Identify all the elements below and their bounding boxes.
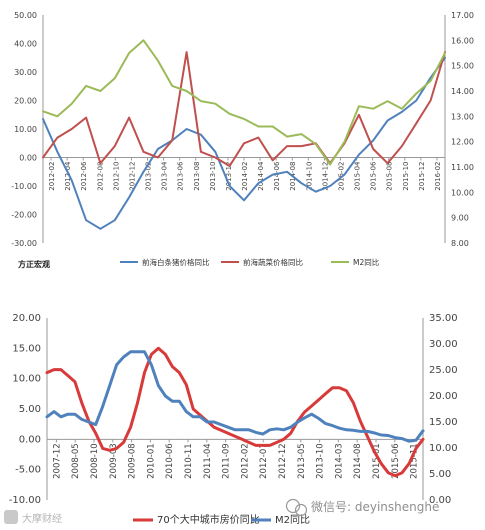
- x-tick-label: 2016-02: [434, 162, 442, 191]
- x-tick-label: 2014-08: [353, 443, 363, 479]
- chart-1: -30.00 -20.00 -10.00 0.00 10.00 20.00 30.00 40.…: [11, 11, 474, 269]
- y-right-tick-label: 17.00: [451, 11, 474, 20]
- y-left-tick-label: 5.00: [19, 404, 41, 415]
- y-right-tick-label: 15.00: [451, 62, 474, 71]
- x-tick-label: 2012-02: [48, 162, 56, 191]
- x-tick-label: 2013-08: [193, 162, 201, 191]
- legend-label-1: 70个大中城市房价同比: [157, 513, 260, 526]
- x-tick-label: 2013-05: [297, 443, 307, 479]
- y-right-tick-label: 12.00: [451, 138, 474, 147]
- x-tick-label: 2013-10: [316, 443, 326, 479]
- y-right-tick-label: 11.00: [451, 163, 474, 172]
- x-tick-label: 2008-10: [90, 443, 100, 479]
- series-line-2: [45, 350, 425, 443]
- x-tick-label: 2007-12: [52, 443, 62, 479]
- y-left-tick-label: 15.00: [12, 343, 41, 354]
- x-tick-label: 2011-09: [222, 443, 232, 479]
- y-right-tick-label: 10.00: [429, 443, 458, 454]
- x-tick-label: 2015-01: [372, 443, 382, 479]
- x-tick-label: 2013-10: [209, 162, 217, 191]
- x-tick-label: 2012-07: [259, 443, 269, 479]
- y-left-tick-label: 40.00: [14, 40, 37, 49]
- x-tick-label: 2015-06: [391, 443, 401, 479]
- y-right-tick-label: 5.00: [429, 469, 451, 480]
- y-left-tick-label: 30.00: [14, 68, 37, 77]
- legend-label-2: 前海蔬菜价格同比: [243, 257, 303, 267]
- y-left-tick-label: 10.00: [14, 125, 37, 134]
- y-left-tick-label: -5.00: [15, 465, 41, 476]
- x-tick-label: 2010-01: [146, 443, 156, 479]
- y-left-tick-label: 10.00: [12, 374, 41, 385]
- y-left-tick-label: 50.00: [14, 11, 37, 20]
- corner-watermark: 大摩财经: [22, 512, 62, 525]
- y-right-tick-label: 20.00: [429, 391, 458, 402]
- x-tick-label: 2011-04: [203, 443, 213, 479]
- x-tick-label: 2012-12: [128, 162, 136, 191]
- x-tick-label: 2015-04: [354, 161, 362, 191]
- y-left-tick-label: -30.00: [11, 239, 37, 248]
- legend-label-2: M2同比: [275, 514, 310, 526]
- source-label: 方正宏观: [18, 259, 50, 269]
- x-tick-label: 2013-06: [177, 161, 185, 191]
- x-tick-label: 2014-12: [321, 162, 329, 191]
- x-tick-label: 2009-08: [128, 443, 138, 479]
- y-right-tick-label: 30.00: [429, 339, 458, 350]
- y-left-tick-label: 20.00: [12, 313, 41, 324]
- y-left-tick-label: 0.00: [19, 434, 41, 445]
- y-right-tick-label: 13.00: [451, 112, 474, 121]
- y-left-tick-label: -10.00: [9, 495, 41, 506]
- x-tick-label: 2014-04: [257, 161, 265, 191]
- legend-label-3: M2同比: [353, 257, 380, 267]
- x-tick-label: 2015-06: [370, 161, 378, 191]
- series-line-3: [42, 39, 446, 166]
- x-tick-label: 2012-10: [112, 162, 120, 191]
- y-right-tick-label: 10.00: [451, 188, 474, 197]
- x-tick-label: 2012-02: [240, 443, 250, 479]
- series-line-1: [42, 56, 446, 230]
- y-right-tick-label: 14.00: [451, 87, 474, 96]
- x-tick-label: 2015-12: [418, 162, 426, 191]
- y-right-tick-label: 0.00: [429, 495, 451, 506]
- series-line-1: [45, 346, 425, 478]
- wechat-id: 微信号: deyinshenghe: [311, 500, 439, 514]
- y-right-tick-label: 15.00: [429, 417, 458, 428]
- x-tick-label: 2012-08: [96, 162, 104, 191]
- x-tick-label: 2012-04: [64, 161, 72, 191]
- legend-label-1: 前海白条猪价格同比: [142, 257, 210, 267]
- watermark: 微信号: deyinshenghe 大摩财经: [4, 498, 439, 525]
- y-right-tick-label: 16.00: [451, 36, 474, 45]
- x-tick-label: 2015-11: [410, 443, 420, 479]
- x-tick-label: 2014-03: [334, 443, 344, 479]
- y-left-tick-label: 20.00: [14, 97, 37, 106]
- x-tick-label: 2010-11: [184, 443, 194, 479]
- x-tick-label: 2012-12: [278, 443, 288, 479]
- x-tick-label: 2010-06: [165, 443, 175, 479]
- chart-2: -10.00 -5.00 0.00 5.00 10.00 15.00 20.00 0.00 5.…: [9, 313, 458, 526]
- y-left-tick-label: 0.00: [19, 154, 37, 163]
- y-right-tick-label: 8.00: [451, 239, 469, 248]
- wechat-icon: [285, 498, 308, 517]
- y-left-tick-label: -10.00: [11, 182, 37, 191]
- x-tick-label: 2014-10: [305, 162, 313, 191]
- x-tick-label: 2014-06: [273, 161, 281, 191]
- x-tick-label: 2012-06: [80, 161, 88, 191]
- x-tick-label: 2013-12: [225, 161, 233, 190]
- x-tick-label: 2015-08: [386, 162, 394, 191]
- x-tick-label: 2009-03: [109, 443, 119, 479]
- y-right-tick-label: 25.00: [429, 365, 458, 376]
- series-line-2: [42, 51, 446, 167]
- x-tick-label: 2013-02: [145, 162, 153, 191]
- y-left-tick-label: -20.00: [11, 211, 37, 220]
- y-right-tick-label: 9.00: [451, 214, 469, 223]
- x-tick-label: 2013-04: [161, 161, 169, 191]
- y-right-tick-label: 35.00: [429, 313, 458, 324]
- x-tick-label: 2014-02: [241, 162, 249, 191]
- x-tick-label: 2015-10: [402, 162, 410, 191]
- corner-logo-icon: [4, 510, 18, 524]
- x-tick-label: 2008-05: [71, 443, 81, 479]
